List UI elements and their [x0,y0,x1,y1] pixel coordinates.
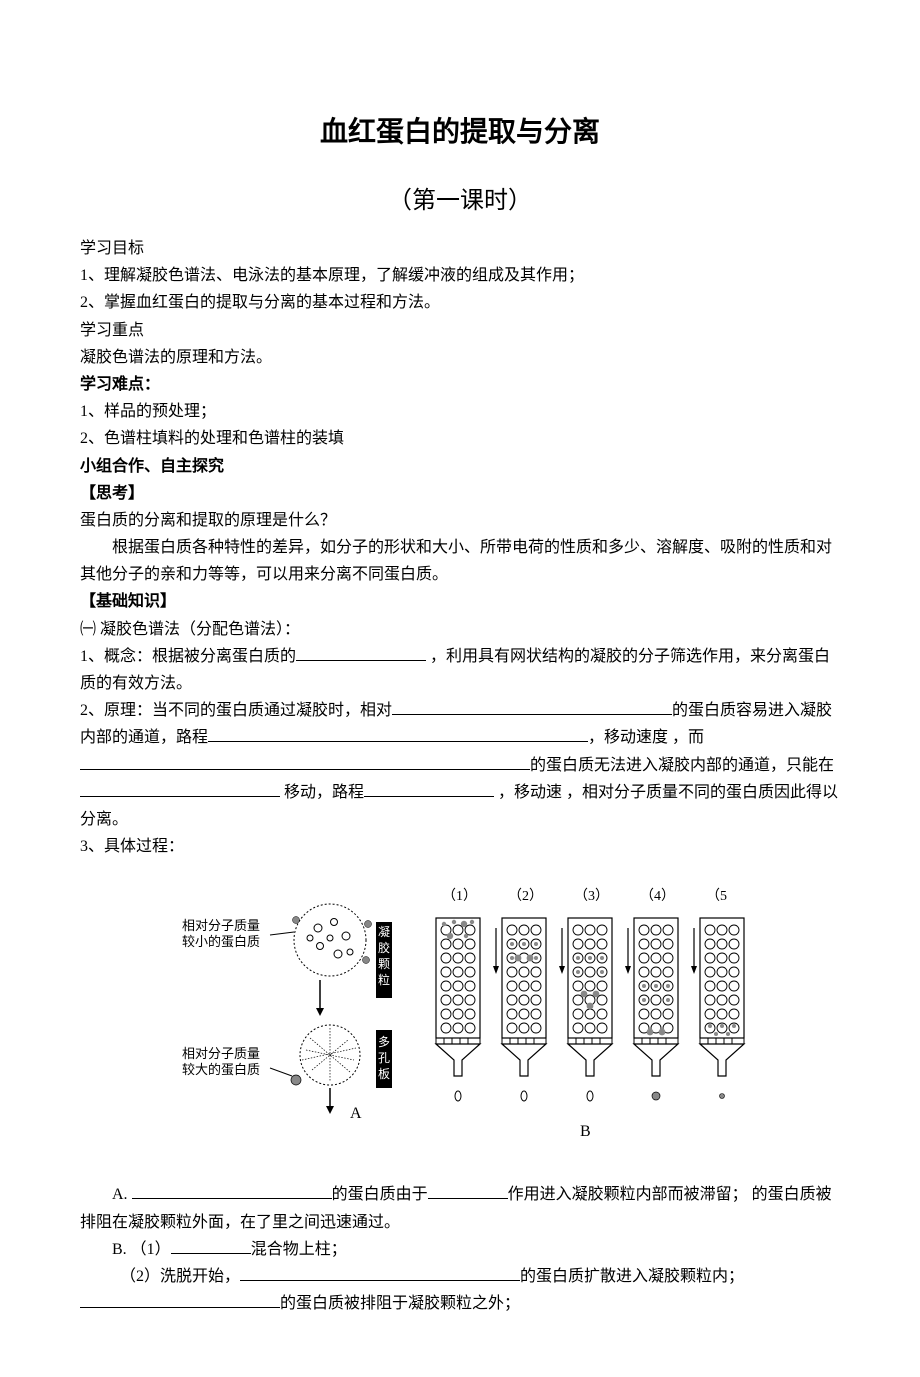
blank-fill [80,753,530,770]
blank-fill [240,1264,520,1281]
column-4 [625,918,678,1100]
blank-fill [171,1237,251,1254]
principle-line: 2、原理：当不同的蛋白质通过凝胶时，相对的蛋白质容易进入凝胶内部的通道，路程，移… [80,697,840,833]
col-label-3: （3） [574,888,609,904]
focus-item-1: 凝胶色谱法的原理和方法。 [80,344,840,371]
step-b2-prefix: （2）洗脱开始， [120,1268,240,1285]
difficulty-item-1: 1、样品的预处理； [80,398,840,425]
main-title: 血红蛋白的提取与分离 [80,110,840,150]
diagram-container: 凝 胶 颗 粒 相对分子质量 较小的蛋白质 [80,880,840,1165]
gel-particle-enlarged [293,904,372,976]
large-protein-label-2: 较大的蛋白质 [182,1062,260,1077]
letter-b: B [580,1123,591,1140]
principle-prefix: 2、原理：当不同的蛋白质通过凝胶时，相对 [80,702,392,719]
basic-header: 【基础知识】 [80,588,840,615]
step-b2-line: （2）洗脱开始， 的蛋白质扩散进入凝胶颗粒内；的蛋白质被排阻于凝胶颗粒之外； [80,1263,840,1317]
step-b1-prefix: B. （1） [112,1241,171,1258]
column-5 [691,918,744,1099]
blank-fill [80,1291,280,1308]
large-protein-label-1: 相对分子质量 [182,1046,260,1061]
document-page: 血红蛋白的提取与分离 （第一课时） 学习目标 1、理解凝胶色谱法、电泳法的基本原… [0,0,920,1377]
principle-mid3: 的蛋白质无法进入凝胶内部的通道，只能在 [530,757,834,774]
svg-text:颗: 颗 [378,957,390,971]
goal-item-2: 2、掌握血红蛋白的提取与分离的基本过程和方法。 [80,289,840,316]
blank-fill [208,725,588,742]
porous-label: 多 孔 板 [376,1030,392,1088]
svg-text:孔: 孔 [378,1051,390,1065]
step-a-prefix: A. [112,1186,132,1203]
blank-fill [296,644,426,661]
goal-header: 学习目标 [80,235,840,262]
blank-fill [80,780,280,797]
concept-prefix: 1、概念：根据被分离蛋白质的 [80,648,296,665]
focus-header: 学习重点 [80,317,840,344]
porous-plate-enlarged [300,1025,360,1085]
principle-mid4: 移动，路程 [280,784,364,801]
svg-text:多: 多 [378,1035,390,1049]
svg-text:凝: 凝 [378,924,390,939]
goal-item-1: 1、理解凝胶色谱法、电泳法的基本原理，了解缓冲液的组成及其作用； [80,262,840,289]
small-protein-label-1: 相对分子质量 [182,918,260,933]
principle-mid2: ，移动速度 ，而 [588,729,704,746]
column-2 [493,918,546,1101]
blank-fill [364,780,494,797]
think-question: 蛋白质的分离和提取的原理是什么？ [80,507,840,534]
letter-a: A [350,1105,362,1122]
col-label-1: （1） [442,888,477,904]
step-a-line: A. 的蛋白质由于作用进入凝胶颗粒内部而被滞留； 的蛋白质被排阻在凝胶颗粒外面，… [80,1181,840,1235]
difficulty-header: 学习难点： [80,371,840,398]
sub-title: （第一课时） [80,180,840,215]
col-label-5: （5 [706,888,727,904]
step-a-mid1: 的蛋白质由于 [332,1186,428,1203]
small-protein-label-2: 较小的蛋白质 [182,934,260,949]
think-answer: 根据蛋白质各种特性的差异，如分子的形状和大小、所带电荷的性质和多少、溶解度、吸附… [80,534,840,588]
svg-text:胶: 胶 [378,940,390,955]
difficulty-item-2: 2、色谱柱填料的处理和色谱柱的装填 [80,425,840,452]
blank-fill [428,1182,508,1199]
gel-chromatography-diagram: 凝 胶 颗 粒 相对分子质量 较小的蛋白质 [120,880,800,1160]
svg-text:板: 板 [378,1067,390,1081]
column-1 [436,918,480,1101]
group-header: 小组合作、自主探究 [80,453,840,480]
svg-text:粒: 粒 [378,972,390,987]
process-header: 3、具体过程： [80,833,840,860]
step-b1-line: B. （1） 混合物上柱； [80,1236,840,1263]
basic-subheader: ㈠ 凝胶色谱法（分配色谱法）： [80,616,840,643]
blank-fill [132,1182,332,1199]
step-b2-mid2: 的蛋白质被排阻于凝胶颗粒之外； [280,1295,520,1312]
col-label-4: （4） [640,888,675,904]
think-header: 【思考】 [80,480,840,507]
concept-line: 1、概念：根据被分离蛋白质的 ，利用具有网状结构的凝胶的分子筛选作用，来分离蛋白… [80,643,840,697]
gel-particle-label: 凝 胶 颗 粒 [376,922,392,998]
step-b1-suffix: 混合物上柱； [251,1241,347,1258]
step-b2-mid1: 的蛋白质扩散进入凝胶颗粒内； [520,1268,744,1285]
blank-fill [392,698,672,715]
col-label-2: （2） [508,888,543,904]
column-3 [559,918,612,1101]
